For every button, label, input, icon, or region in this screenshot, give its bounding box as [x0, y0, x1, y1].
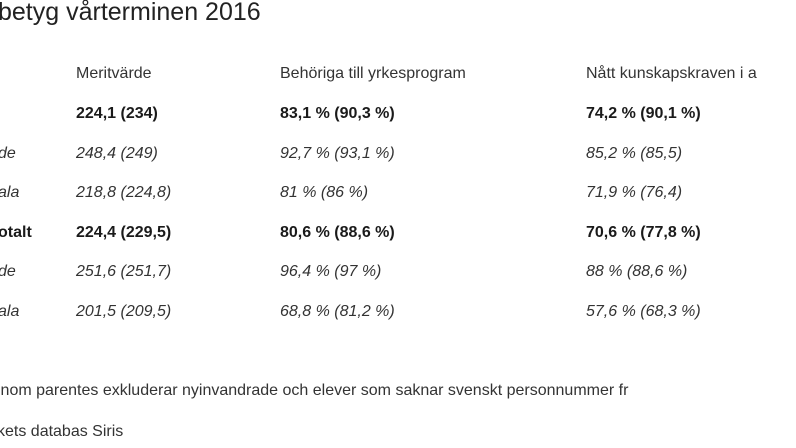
table-cell: 224,1 (234): [76, 105, 158, 122]
row-label: ala: [0, 303, 20, 320]
table-cell: 85,2 % (85,5): [586, 145, 683, 162]
table-cell: 248,4 (249): [76, 145, 158, 162]
footnote-parentheses: inom parentes exkluderar nyinvandrade oc…: [0, 382, 629, 399]
table-cell: 88 % (88,6 %): [586, 263, 688, 280]
column-header-meritvarde: Meritvärde: [76, 65, 152, 82]
column-header-behoriga: Behöriga till yrkesprogram: [280, 65, 466, 82]
footnote-source: kets databas Siris: [0, 423, 124, 440]
table-cell: 83,1 % (90,3 %): [280, 105, 395, 122]
table-cell: 92,7 % (93,1 %): [280, 145, 395, 162]
table-cell: 251,6 (251,7): [76, 263, 172, 280]
table-cell: 74,2 % (90,1 %): [586, 105, 701, 122]
page-title: betyg vårterminen 2016: [0, 0, 261, 26]
table-cell: 224,4 (229,5): [76, 224, 172, 241]
row-label: ala: [0, 184, 20, 201]
table-cell: 201,5 (209,5): [76, 303, 172, 320]
table-cell: 218,8 (224,8): [76, 184, 172, 201]
table-cell: 71,9 % (76,4): [586, 184, 683, 201]
column-header-kunskapskrav: Nått kunskapskraven i a: [586, 65, 757, 82]
row-label: de: [0, 263, 16, 280]
row-label: otalt: [0, 224, 32, 241]
row-label: de: [0, 145, 16, 162]
table-cell: 80,6 % (88,6 %): [280, 224, 395, 241]
table-cell: 68,8 % (81,2 %): [280, 303, 395, 320]
table-cell: 81 % (86 %): [280, 184, 369, 201]
table-cell: 57,6 % (68,3 %): [586, 303, 701, 320]
table-cell: 70,6 % (77,8 %): [586, 224, 701, 241]
table-cell: 96,4 % (97 %): [280, 263, 382, 280]
